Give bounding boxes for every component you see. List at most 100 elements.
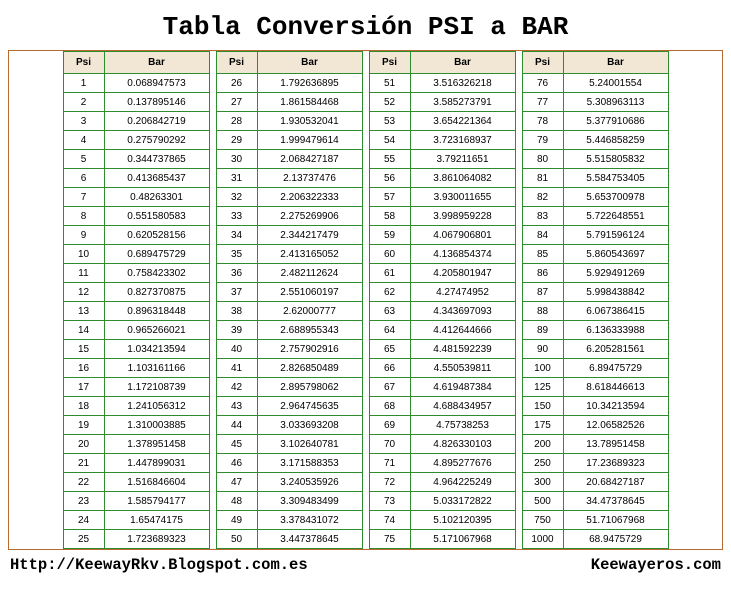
cell-psi: 55 [369, 150, 410, 169]
cell-bar: 3.447378645 [257, 530, 362, 549]
cell-psi: 47 [216, 473, 257, 492]
cell-bar: 5.446858259 [563, 131, 668, 150]
table-row: 634.343697093 [369, 302, 515, 321]
cell-psi: 11 [63, 264, 104, 283]
cell-psi: 46 [216, 454, 257, 473]
cell-psi: 7 [63, 188, 104, 207]
cell-psi: 175 [522, 416, 563, 435]
cell-psi: 50 [216, 530, 257, 549]
cell-bar: 4.27474952 [410, 283, 515, 302]
cell-bar: 3.723168937 [410, 131, 515, 150]
cell-psi: 66 [369, 359, 410, 378]
cell-bar: 5.171067968 [410, 530, 515, 549]
cell-psi: 32 [216, 188, 257, 207]
cell-psi: 13 [63, 302, 104, 321]
table-row: 30020.68427187 [522, 473, 668, 492]
table-row: 20.137895146 [63, 93, 209, 112]
cell-psi: 125 [522, 378, 563, 397]
footer: Http://KeewayRkv.Blogspot.com.es Keewaye… [8, 556, 723, 574]
table-row: 70.48263301 [63, 188, 209, 207]
table-row: 583.998959228 [369, 207, 515, 226]
cell-bar: 4.412644666 [410, 321, 515, 340]
cell-bar: 4.067906801 [410, 226, 515, 245]
table-row: 684.688434957 [369, 397, 515, 416]
cell-psi: 69 [369, 416, 410, 435]
cell-psi: 18 [63, 397, 104, 416]
cell-bar: 3.930011655 [410, 188, 515, 207]
table-row: 10.068947573 [63, 74, 209, 93]
cell-psi: 48 [216, 492, 257, 511]
table-row: 362.482112624 [216, 264, 362, 283]
cell-bar: 4.688434957 [410, 397, 515, 416]
cell-bar: 2.13737476 [257, 169, 362, 188]
cell-psi: 62 [369, 283, 410, 302]
cell-psi: 5 [63, 150, 104, 169]
table-col-2: Psi Bar 513.516326218523.585273791533.65… [369, 51, 516, 549]
cell-bar: 5.929491269 [563, 264, 668, 283]
table-row: 453.102640781 [216, 435, 362, 454]
table-row: 674.619487384 [369, 378, 515, 397]
cell-psi: 40 [216, 340, 257, 359]
cell-psi: 37 [216, 283, 257, 302]
cell-bar: 1.378951458 [104, 435, 209, 454]
cell-psi: 36 [216, 264, 257, 283]
cell-bar: 2.895798062 [257, 378, 362, 397]
table-row: 181.241056312 [63, 397, 209, 416]
cell-psi: 1000 [522, 530, 563, 549]
table-row: 75051.71067968 [522, 511, 668, 530]
cell-psi: 23 [63, 492, 104, 511]
cell-bar: 20.68427187 [563, 473, 668, 492]
header-psi: Psi [369, 52, 410, 74]
cell-bar: 68.9475729 [563, 530, 668, 549]
cell-psi: 33 [216, 207, 257, 226]
cell-psi: 72 [369, 473, 410, 492]
table-row: 100.689475729 [63, 245, 209, 264]
table-row: 704.826330103 [369, 435, 515, 454]
cell-bar: 0.965266021 [104, 321, 209, 340]
table-row: 261.792636895 [216, 74, 362, 93]
cell-psi: 28 [216, 112, 257, 131]
table-row: 735.033172822 [369, 492, 515, 511]
cell-bar: 10.34213594 [563, 397, 668, 416]
cell-bar: 4.826330103 [410, 435, 515, 454]
cell-bar: 3.79211651 [410, 150, 515, 169]
cell-psi: 87 [522, 283, 563, 302]
cell-psi: 16 [63, 359, 104, 378]
header-psi: Psi [216, 52, 257, 74]
cell-psi: 77 [522, 93, 563, 112]
cell-psi: 100 [522, 359, 563, 378]
table-row: 1006.89475729 [522, 359, 668, 378]
cell-psi: 70 [369, 435, 410, 454]
cell-bar: 4.481592239 [410, 340, 515, 359]
cell-bar: 5.722648551 [563, 207, 668, 226]
cell-bar: 4.205801947 [410, 264, 515, 283]
cell-psi: 73 [369, 492, 410, 511]
cell-psi: 60 [369, 245, 410, 264]
table-col-1: Psi Bar 261.792636895271.861584468281.93… [216, 51, 363, 549]
table-row: 90.620528156 [63, 226, 209, 245]
table-row: 50034.47378645 [522, 492, 668, 511]
table-body-1: 261.792636895271.861584468281.9305320412… [216, 74, 362, 549]
cell-psi: 83 [522, 207, 563, 226]
cell-bar: 1.103161166 [104, 359, 209, 378]
cell-bar: 1.930532041 [257, 112, 362, 131]
cell-psi: 89 [522, 321, 563, 340]
cell-psi: 8 [63, 207, 104, 226]
cell-psi: 67 [369, 378, 410, 397]
footer-left: Http://KeewayRkv.Blogspot.com.es [10, 556, 308, 574]
table-row: 765.24001554 [522, 74, 668, 93]
table-row: 130.896318448 [63, 302, 209, 321]
table-row: 714.895277676 [369, 454, 515, 473]
cell-psi: 150 [522, 397, 563, 416]
cell-psi: 75 [369, 530, 410, 549]
table-col-3: Psi Bar 765.24001554775.308963113785.377… [522, 51, 669, 549]
cell-psi: 31 [216, 169, 257, 188]
footer-right: Keewayeros.com [591, 556, 721, 574]
table-row: 906.205281561 [522, 340, 668, 359]
table-row: 281.930532041 [216, 112, 362, 131]
page-title: Tabla Conversión PSI a BAR [8, 12, 723, 42]
table-row: 865.929491269 [522, 264, 668, 283]
table-row: 201.378951458 [63, 435, 209, 454]
cell-bar: 1.723689323 [104, 530, 209, 549]
header-bar: Bar [410, 52, 515, 74]
